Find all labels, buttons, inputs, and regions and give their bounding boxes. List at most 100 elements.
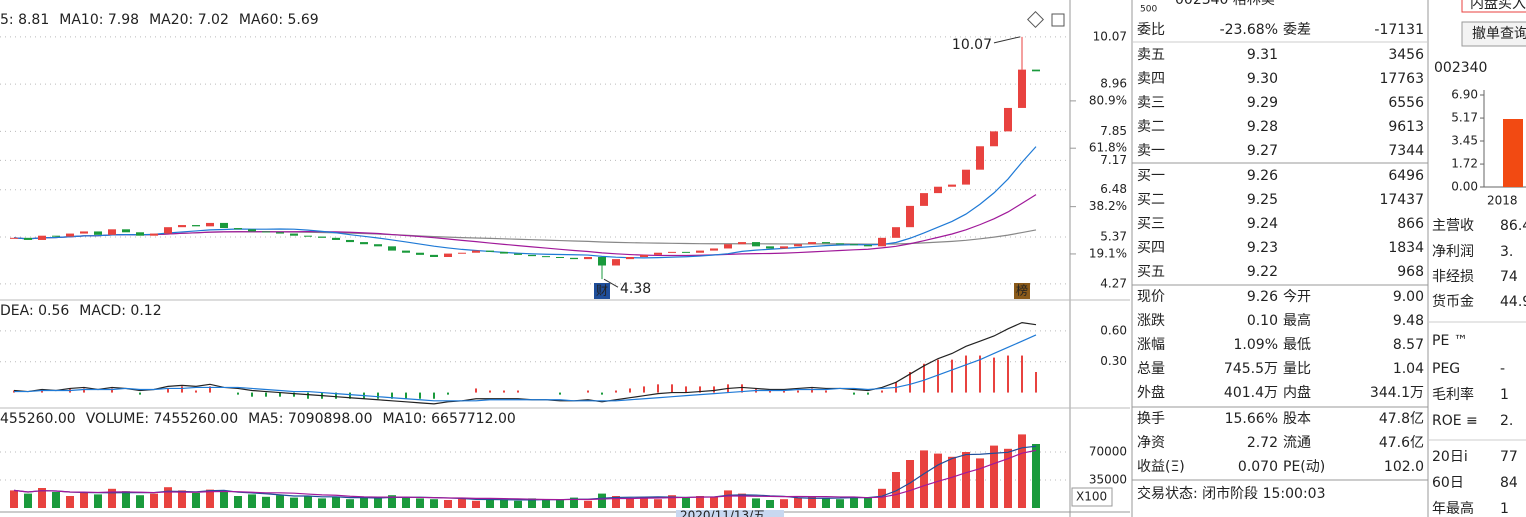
- badge[interactable]: [1014, 283, 1030, 299]
- button[interactable]: [1461, 21, 1526, 47]
- volume-bar: [626, 498, 634, 508]
- row-label: 委差: [1283, 22, 1311, 38]
- book-price: 9.26: [1247, 168, 1278, 184]
- y-tick-label: 0.30: [1100, 354, 1127, 368]
- candle: [976, 146, 984, 170]
- badge-text[interactable]: 榜: [1016, 283, 1028, 298]
- legend-entry: MACD: 0.12: [79, 303, 161, 319]
- volume-bar: [248, 494, 256, 508]
- row-label: 收益(Ξ): [1137, 459, 1185, 475]
- volume-bar: [920, 450, 928, 508]
- row-label: 量比: [1283, 361, 1311, 377]
- book-volume: 7344: [1388, 143, 1424, 159]
- candle: [794, 244, 802, 247]
- volume-bar: [710, 496, 718, 508]
- button-text[interactable]: 撤单查询: [1472, 26, 1526, 42]
- candle: [556, 256, 564, 258]
- button-text[interactable]: 内盘买入: [1470, 0, 1526, 12]
- volume-bar: [822, 498, 830, 508]
- row-value: 1.04: [1393, 361, 1424, 377]
- pct-tick-label: 61.8%: [1089, 141, 1127, 155]
- side-label: 毛利率: [1432, 386, 1474, 403]
- candle: [500, 251, 508, 254]
- side-label: ROE ≡: [1432, 413, 1478, 429]
- candle: [332, 237, 340, 240]
- candle: [444, 253, 452, 257]
- candle: [38, 235, 46, 240]
- stock-code: 002340 格林美: [1175, 0, 1275, 8]
- candle: [262, 231, 270, 233]
- ma-line: [13, 194, 1037, 257]
- button[interactable]: [1461, 0, 1526, 13]
- candle: [822, 242, 830, 244]
- row-label: 换手: [1137, 410, 1165, 427]
- icon-diamond[interactable]: [1027, 11, 1044, 28]
- candle: [164, 227, 172, 234]
- candle: [472, 250, 480, 253]
- candle: [276, 232, 284, 234]
- volume-bar: [10, 490, 18, 508]
- book-name: 卖一: [1137, 143, 1165, 159]
- candle: [234, 228, 242, 230]
- volume-bar: [94, 494, 102, 508]
- candle: [360, 242, 368, 245]
- volume-bar: [584, 500, 592, 508]
- volume-bar: [1004, 448, 1012, 508]
- candle: [710, 248, 718, 251]
- candle: [598, 256, 606, 266]
- volume-bar: [682, 497, 690, 508]
- book-price: 9.22: [1247, 264, 1278, 280]
- ma-line: [13, 146, 1037, 259]
- legend-entry: MA10: 7.98: [59, 12, 139, 28]
- volume-bar: [836, 499, 844, 508]
- book-price: 9.23: [1247, 240, 1278, 256]
- ma-line: [13, 449, 1037, 501]
- row-label: PE(动): [1283, 459, 1325, 475]
- volume-bar: [878, 488, 886, 508]
- volume-bar: [556, 499, 564, 508]
- side-value: 2.: [1500, 413, 1513, 429]
- candle: [962, 169, 970, 185]
- candle: [850, 244, 858, 246]
- badge-text[interactable]: 财: [596, 284, 608, 298]
- high-arrow: [993, 36, 1021, 44]
- badge[interactable]: [594, 283, 610, 299]
- candle: [192, 225, 200, 227]
- book-name: 卖五: [1137, 47, 1165, 63]
- book-volume: 968: [1397, 264, 1424, 280]
- date-highlight: [676, 510, 784, 517]
- candle: [304, 235, 312, 237]
- volume-bar: [1018, 434, 1026, 508]
- row-value: 401.4万: [1224, 385, 1278, 401]
- icon-window[interactable]: [1051, 13, 1065, 27]
- y-tick-label: 4.27: [1100, 276, 1127, 290]
- side-label: 净利润: [1432, 244, 1474, 260]
- candle: [52, 235, 60, 237]
- side-value: 1: [1500, 387, 1509, 403]
- legend-entry: VOLUME: 7455260.00: [86, 411, 238, 427]
- candle: [388, 246, 396, 251]
- candle: [1018, 69, 1026, 108]
- book-name: 买三: [1137, 216, 1165, 232]
- row-label: 委比: [1137, 22, 1165, 38]
- unit-label: X100: [1076, 490, 1107, 504]
- legend-entry: 5: 8.81: [0, 12, 49, 28]
- low-label: 4.38: [620, 281, 651, 297]
- volume-bar: [52, 492, 60, 508]
- side-value: 3.: [1500, 244, 1513, 260]
- candle: [682, 251, 690, 253]
- volume-bar: [458, 498, 466, 508]
- book-name: 买一: [1137, 168, 1165, 184]
- candle: [1032, 69, 1040, 72]
- candle: [906, 205, 914, 228]
- side-value: 74: [1500, 269, 1518, 285]
- candle: [66, 233, 74, 237]
- book-volume: 17763: [1379, 71, 1424, 87]
- row-value: 2.72: [1247, 435, 1278, 451]
- volume-bar: [612, 496, 620, 508]
- book-volume: 6496: [1388, 168, 1424, 184]
- dea-line: [14, 334, 1037, 402]
- candle: [346, 239, 354, 243]
